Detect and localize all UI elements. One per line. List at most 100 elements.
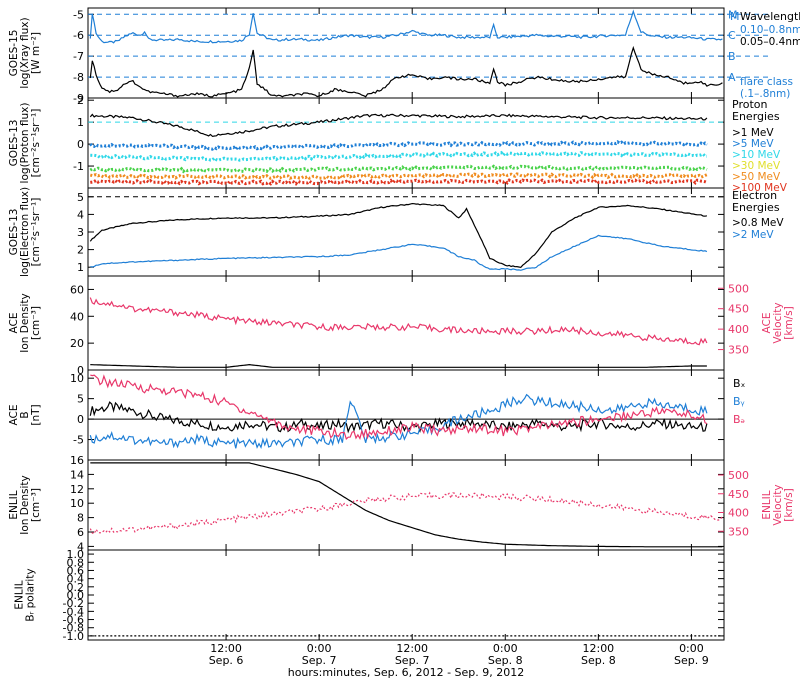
series-line-electron-0 (89, 202, 708, 269)
series-line-ace_b-1 (89, 393, 708, 449)
ytick-label-xray: -7 (73, 50, 84, 63)
legend-entry: 0.05–0.4nm (740, 36, 800, 48)
xtick-time-label: 12:00 (396, 642, 428, 655)
y2label-enlil_density: [km/s] (783, 488, 795, 522)
y2label-enlil_density: ENLIL (761, 490, 773, 519)
ytick-label-electron: 1 (77, 261, 84, 274)
ytick-label-enlil_density: 8 (77, 512, 84, 525)
legend-entry: >10 MeV (732, 149, 781, 161)
ylabel-proton: [cm⁻²s⁻¹sr⁻¹] (30, 109, 42, 178)
legend-title: Wavelength (740, 10, 800, 23)
y2tick-label-enlil_density: 500 (728, 469, 749, 482)
ytick-label-electron: 4 (77, 208, 84, 221)
panel-frame-xray (87, 7, 725, 99)
y2label-ace_density: [km/s] (783, 306, 795, 340)
ytick-label-enlil_polarity: -0.4 (63, 605, 84, 618)
xtick-date-label: Sep. 7 (395, 654, 430, 667)
y2label-ace_density: ACE (761, 313, 773, 334)
ytick-label-proton: 1 (77, 116, 84, 129)
series-line-proton-3 (89, 164, 708, 174)
ytick-label-xray: -9 (73, 92, 84, 105)
ytick-label-ace_b: -5 (73, 434, 84, 447)
xtick-date-label: Sep. 8 (581, 654, 616, 667)
ytick-label-enlil_density: 16 (70, 454, 84, 467)
y2tick-label-ace_density: 350 (728, 344, 749, 357)
legend-title: Proton (732, 98, 767, 111)
xtick-date-label: Sep. 8 (488, 654, 523, 667)
xtick-time-label: 12:00 (210, 642, 242, 655)
series-line-electron-1 (90, 234, 708, 271)
ylabel-ace_density: Ion Density (19, 293, 31, 352)
ytick-label-ace_density: 40 (70, 310, 84, 323)
legend-entry: Bₓ (733, 377, 746, 390)
ylabel-ace_b: [nT] (30, 404, 42, 425)
y2tick-label-ace_density: 450 (728, 303, 749, 316)
legend-m-label: M (730, 10, 740, 23)
flare-class-label: B (728, 50, 736, 63)
series-line-proton-4 (89, 171, 708, 181)
ylabel-electron: log(Electron flux) (19, 187, 31, 277)
ytick-label-xray: -6 (73, 29, 84, 42)
panel-frame-enlil_polarity (87, 549, 725, 641)
legend-note: (.1–.8nm) (740, 88, 790, 100)
ytick-label-enlil_polarity: 1.0 (67, 548, 85, 561)
ylabel-enlil_density: Ion Density (19, 475, 31, 534)
series-line-proton-0 (89, 113, 708, 138)
ytick-label-xray: -5 (73, 8, 84, 21)
ytick-label-enlil_density: 14 (70, 468, 84, 481)
y2tick-label-enlil_density: 400 (728, 507, 749, 520)
legend-entry: >100 MeV (732, 182, 788, 194)
ytick-label-ace_b: 5 (77, 393, 84, 406)
legend-entry: >0.8 MeV (732, 217, 784, 229)
ytick-label-enlil_polarity: -0.2 (63, 597, 84, 610)
series-line-proton-1 (89, 139, 708, 152)
series-line-ace_b-2 (90, 374, 708, 440)
ytick-label-ace_density: 0 (77, 364, 84, 377)
ytick-label-proton: -1 (73, 160, 84, 173)
ytick-label-proton: 0 (77, 138, 84, 151)
flare-class-label: C (728, 29, 736, 42)
series-line-enlil_density-1 (89, 491, 723, 535)
legend-entry: >5 MeV (732, 138, 774, 150)
xtick-time-label: 12:00 (582, 642, 614, 655)
flare-class-label: A (728, 71, 736, 84)
ylabel-proton: GOES-13 (8, 120, 20, 167)
ytick-label-proton: 2 (77, 94, 84, 107)
ytick-label-ace_density: 60 (70, 283, 84, 296)
ylabel-proton: log(Proton flux) (19, 103, 31, 184)
ytick-label-electron: 5 (77, 191, 84, 204)
ytick-label-enlil_polarity: -0.8 (63, 622, 84, 635)
panel-frame-ace_density (87, 275, 725, 371)
legend-entry: >30 MeV (732, 160, 781, 172)
ytick-label-electron: 3 (77, 226, 84, 239)
xaxis-label: hours:minutes, Sep. 6, 2012 - Sep. 9, 20… (288, 666, 525, 679)
xtick-date-label: Sep. 6 (209, 654, 244, 667)
series-line-xray-0 (89, 9, 723, 44)
series-line-proton-5 (90, 178, 708, 186)
ylabel-xray: GOES-15 (8, 30, 20, 77)
ylabel-ace_density: ACE (8, 313, 20, 334)
ylabel-xray: log(Xray flux) (19, 17, 31, 88)
legend-entry: >50 MeV (732, 171, 781, 183)
y2tick-label-ace_density: 500 (728, 282, 749, 295)
xtick-date-label: Sep. 9 (674, 654, 709, 667)
ylabel-enlil_polarity: ENLIL (14, 580, 26, 609)
ylabel-enlil_density: [cm⁻³] (30, 488, 42, 522)
legend-title: Energies (732, 201, 780, 214)
legend-entry: >1 MeV (732, 127, 774, 139)
ytick-label-ace_b: 10 (70, 372, 84, 385)
legend-entry: 0.10–0.8nm (740, 24, 800, 36)
ylabel-ace_b: ACE (8, 405, 20, 426)
legend-note: flare class (740, 76, 793, 88)
ytick-label-electron: 2 (77, 244, 84, 257)
panel-frame-electron (87, 187, 725, 277)
ylabel-enlil_polarity: Bᵣ polarity (25, 568, 37, 621)
legend-entry: >2 MeV (732, 229, 774, 241)
ytick-label-enlil_density: 12 (70, 483, 84, 496)
series-line-enlil_density-0 (90, 462, 723, 548)
panel-frame-enlil_density (87, 459, 725, 551)
y2tick-label-ace_density: 400 (728, 323, 749, 336)
legend-entry: Bᵧ (733, 395, 745, 408)
